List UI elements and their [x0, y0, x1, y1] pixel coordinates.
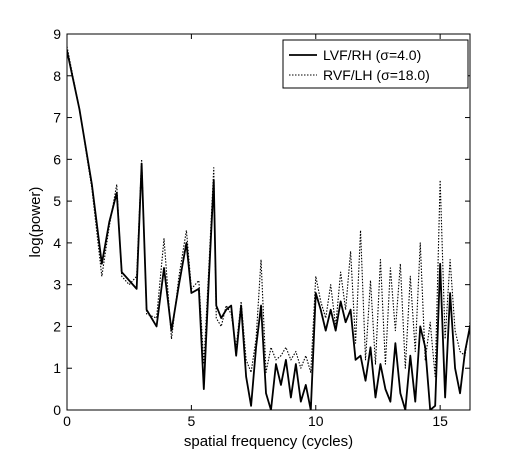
- y-tick-label: 9: [53, 26, 61, 42]
- x-tick-label: 5: [187, 413, 195, 429]
- series-line-2: [67, 46, 470, 378]
- y-tick-label: 7: [53, 110, 61, 126]
- y-tick-label: 8: [53, 68, 61, 84]
- x-tick-label: 0: [63, 413, 71, 429]
- y-tick-label: 6: [53, 151, 61, 167]
- x-axis-label: spatial frequency (cycles): [184, 433, 353, 450]
- y-tick-label: 0: [53, 402, 61, 418]
- y-axis-label: log(power): [27, 187, 44, 258]
- series-line-1: [67, 50, 470, 410]
- plot-area: [67, 34, 470, 410]
- axes-layer: 0 5 10 15 0 1 2 3 4 5 6 7 8 9 spatial frequency (cycle…: [27, 26, 471, 450]
- y-tick-label: 5: [53, 193, 61, 209]
- plot-background: [67, 34, 470, 410]
- legend-label-1: LVF/RH (σ=4.0): [323, 47, 421, 63]
- y-tick-label: 4: [53, 235, 61, 251]
- y-tick-label: 3: [53, 277, 61, 293]
- x-tick-label: 15: [432, 413, 448, 429]
- series-layer: [67, 46, 470, 410]
- legend-box: [282, 39, 469, 89]
- legend: LVF/RH (σ=4.0) RVF/LH (σ=18.0): [282, 39, 469, 89]
- axes-frame: [66, 33, 471, 411]
- y-tick-label: 1: [53, 360, 61, 376]
- legend-label-2: RVF/LH (σ=18.0): [323, 67, 430, 83]
- x-tick-label: 10: [308, 413, 324, 429]
- y-tick-label: 2: [53, 318, 61, 334]
